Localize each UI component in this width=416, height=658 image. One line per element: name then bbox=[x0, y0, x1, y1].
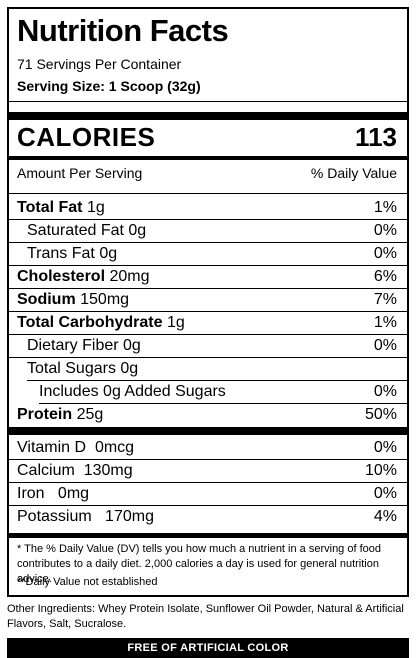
nutrient-amount: 1g bbox=[86, 199, 105, 216]
thick-divider bbox=[9, 112, 407, 120]
nutrient-row-total-fat: Total Fat 1g 1% bbox=[9, 197, 407, 220]
nutrient-dv: 1% bbox=[373, 199, 397, 216]
nutrient-name: Includes 0g Added Sugars bbox=[39, 383, 226, 400]
servings-per-container: 71 Servings Per Container bbox=[17, 56, 182, 72]
nutrient-row-sodium: Sodium 150mg 7% bbox=[9, 289, 407, 312]
artificial-color-banner: FREE OF ARTIFICIAL COLOR bbox=[7, 638, 409, 658]
nutrient-name: Cholesterol bbox=[17, 268, 106, 285]
medium-divider bbox=[9, 156, 407, 160]
vitamin-name: Vitamin D bbox=[17, 439, 87, 456]
nutrient-dv: 6% bbox=[373, 268, 397, 285]
vitamin-row-potassium: Potassium 170mg 4% bbox=[9, 506, 407, 529]
nutrient-amount: 0g bbox=[123, 337, 141, 354]
nutrient-name: Dietary Fiber bbox=[27, 337, 119, 354]
nutrient-name: Total Carbohydrate bbox=[17, 314, 163, 331]
nutrient-amount: 150mg bbox=[80, 291, 130, 308]
vitamin-amount: 0mg bbox=[57, 485, 90, 502]
vitamin-dv: 0% bbox=[373, 485, 397, 502]
nutrient-dv: 0% bbox=[373, 245, 397, 262]
not-established-footnote: **Daily Value not established bbox=[17, 576, 158, 588]
nutrient-dv: 50% bbox=[364, 406, 397, 423]
nutrient-amount: 25g bbox=[76, 406, 104, 423]
nutrient-name: Trans Fat bbox=[27, 245, 95, 262]
nutrient-name: Total Fat bbox=[17, 199, 83, 216]
vitamin-amount: 130mg bbox=[83, 462, 133, 479]
nutrient-name: Saturated Fat bbox=[27, 222, 124, 239]
vitamin-amount: 0mcg bbox=[94, 439, 135, 456]
vitamin-name: Iron bbox=[17, 485, 45, 502]
vitamin-dv: 10% bbox=[364, 462, 397, 479]
vitamin-row-iron: Iron 0mg 0% bbox=[9, 483, 407, 506]
nutrient-amount: 0g bbox=[120, 360, 139, 377]
nutrient-dv: 0% bbox=[373, 222, 397, 239]
nutrient-row-trans-fat: Trans Fat 0g 0% bbox=[9, 243, 407, 266]
nutrient-row-dietary-fiber: Dietary Fiber 0g 0% bbox=[9, 335, 407, 358]
daily-value-footnote: * The % Daily Value (DV) tells you how m… bbox=[17, 543, 381, 585]
nutrient-row-total-carbohydrate: Total Carbohydrate 1g 1% bbox=[9, 312, 407, 335]
amount-per-serving-label: Amount Per Serving bbox=[17, 165, 143, 181]
vitamin-name: Calcium bbox=[17, 462, 75, 479]
nutrient-amount: 1g bbox=[166, 314, 185, 331]
nutrient-row-total-sugars: Total Sugars 0g bbox=[27, 358, 407, 381]
calories-label: CALORIES bbox=[17, 122, 156, 152]
vitamin-row-vitamin-d: Vitamin D 0mcg 0% bbox=[9, 437, 407, 460]
nutrient-row-saturated-fat: Saturated Fat 0g 0% bbox=[9, 220, 407, 243]
divider bbox=[9, 193, 407, 194]
nutrient-amount: 0g bbox=[128, 222, 147, 239]
vitamin-dv: 0% bbox=[373, 439, 397, 456]
nutrient-name: Total Sugars bbox=[27, 360, 116, 377]
serving-size: Serving Size: 1 Scoop (32g) bbox=[17, 78, 201, 94]
medium-divider bbox=[9, 533, 407, 538]
nutrient-amount: 0g bbox=[99, 245, 118, 262]
panel-title: Nutrition Facts bbox=[17, 13, 229, 48]
vitamin-row-calcium: Calcium 130mg 10% bbox=[9, 460, 407, 483]
vitamin-dv: 4% bbox=[373, 508, 397, 525]
nutrient-name: Sodium bbox=[17, 291, 76, 308]
nutrient-row-protein: Protein 25g 50% bbox=[9, 404, 407, 427]
thick-divider bbox=[9, 427, 407, 435]
nutrition-facts-panel: Nutrition Facts 71 Servings Per Containe… bbox=[7, 7, 409, 597]
daily-value-header: % Daily Value bbox=[310, 165, 397, 181]
nutrient-dv: 0% bbox=[373, 337, 397, 354]
nutrient-row-cholesterol: Cholesterol 20mg 6% bbox=[9, 266, 407, 289]
calories-value: 113 bbox=[355, 122, 397, 152]
other-ingredients: Other Ingredients: Whey Protein Isolate,… bbox=[7, 603, 404, 630]
nutrient-dv: 1% bbox=[373, 314, 397, 331]
nutrient-row-added-sugars: Includes 0g Added Sugars 0% bbox=[39, 381, 407, 404]
vitamin-amount: 170mg bbox=[105, 508, 154, 525]
nutrient-dv: 0% bbox=[373, 383, 397, 400]
nutrient-amount: 20mg bbox=[109, 268, 150, 285]
vitamin-name: Potassium bbox=[17, 508, 92, 525]
divider bbox=[9, 101, 407, 102]
nutrient-name: Protein bbox=[17, 406, 73, 423]
nutrient-dv: 7% bbox=[373, 291, 397, 308]
